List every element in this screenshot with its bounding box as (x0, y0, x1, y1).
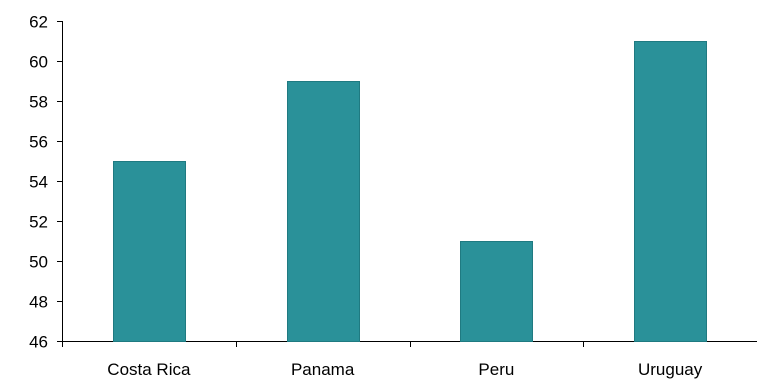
bar-peru (460, 241, 533, 342)
x-tick-label: Peru (478, 360, 514, 379)
x-tick-label: Uruguay (638, 360, 703, 379)
y-tick-label: 58 (29, 93, 48, 112)
y-tick-label: 50 (29, 253, 48, 272)
bar-panama (287, 81, 360, 342)
y-tick-label: 56 (29, 133, 48, 152)
y-tick-label: 46 (29, 333, 48, 352)
bar-costa-rica (113, 161, 186, 342)
bars-group (113, 41, 707, 342)
x-axis: Costa Rica Panama Peru Uruguay (62, 341, 757, 379)
y-tick-label: 52 (29, 213, 48, 232)
y-tick-label: 48 (29, 293, 48, 312)
y-tick-label: 54 (29, 173, 48, 192)
y-axis: 46 48 50 52 54 56 58 60 62 (29, 13, 63, 352)
bar-uruguay (634, 41, 707, 342)
y-tick-label: 60 (29, 53, 48, 72)
x-tick-label: Costa Rica (107, 360, 191, 379)
y-tick-label: 62 (29, 13, 48, 32)
x-tick-label: Panama (291, 360, 355, 379)
